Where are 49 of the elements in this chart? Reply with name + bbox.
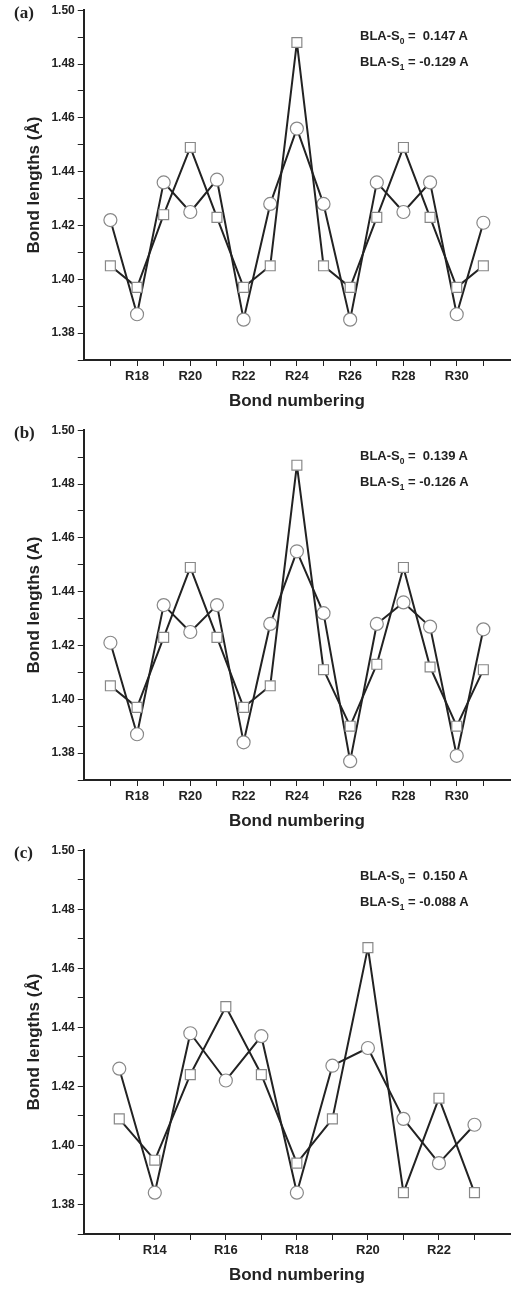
x-tick-label: R14: [142, 1242, 168, 1258]
x-tick-label: R18: [125, 788, 149, 804]
y-tick-label: 1.38: [51, 745, 76, 760]
y-axis-title: Bond lengths (Å): [23, 973, 43, 1111]
x-tick-label: R20: [355, 1242, 380, 1258]
chart-title: (b): [14, 423, 35, 443]
y-tick-label: 1.38: [51, 325, 76, 340]
x-tick-label: R18: [284, 1242, 309, 1258]
x-tick-label: R22: [231, 368, 256, 384]
x-tick-label: R22: [231, 788, 256, 804]
y-tick-label: 1.46: [51, 960, 76, 975]
y-tick-label: 1.50: [51, 842, 76, 857]
x-tick-label: R18: [125, 368, 149, 384]
x-axis-title: Bond numbering: [228, 811, 365, 831]
x-tick-label: R26: [338, 788, 363, 804]
chart-title: (a): [14, 3, 34, 23]
y-tick-label: 1.46: [51, 530, 76, 545]
chart-title: (c): [14, 843, 33, 863]
y-tick-label: 1.50: [51, 422, 76, 437]
x-tick-label: R24: [284, 788, 310, 804]
y-tick-label: 1.48: [51, 901, 76, 916]
y-tick-label: 1.48: [51, 56, 76, 71]
x-tick-label: R24: [284, 368, 310, 384]
y-tick-label: 1.40: [51, 691, 76, 706]
x-tick-label: R20: [178, 788, 203, 804]
y-axis-title: Bond lengths (A): [23, 536, 43, 674]
y-tick-label: 1.42: [51, 217, 76, 232]
x-tick-label: R22: [427, 1242, 451, 1258]
x-tick-label: R30: [444, 368, 469, 384]
y-tick-label: 1.44: [51, 1019, 76, 1034]
y-tick-label: 1.50: [51, 2, 76, 17]
x-tick-label: R16: [213, 1242, 238, 1258]
y-tick-label: 1.42: [51, 637, 76, 652]
y-tick-label: 1.44: [51, 163, 76, 178]
y-tick-label: 1.42: [51, 1078, 76, 1093]
x-tick-label: R30: [444, 788, 469, 804]
y-tick-label: 1.44: [51, 583, 76, 598]
y-tick-label: 1.38: [51, 1196, 76, 1211]
y-tick-label: 1.40: [51, 1137, 76, 1152]
x-tick-label: R20: [178, 368, 203, 384]
y-tick-label: 1.40: [51, 271, 76, 286]
y-axis-title: Bond lengths (Å): [23, 116, 43, 254]
y-tick-label: 1.46: [51, 110, 76, 125]
y-tick-label: 1.48: [51, 476, 76, 491]
x-tick-label: R26: [338, 368, 363, 384]
x-axis-title: Bond numbering: [228, 391, 365, 411]
x-axis-title: Bond numbering: [228, 1265, 365, 1285]
x-tick-label: R28: [391, 368, 416, 384]
x-tick-label: R28: [391, 788, 416, 804]
